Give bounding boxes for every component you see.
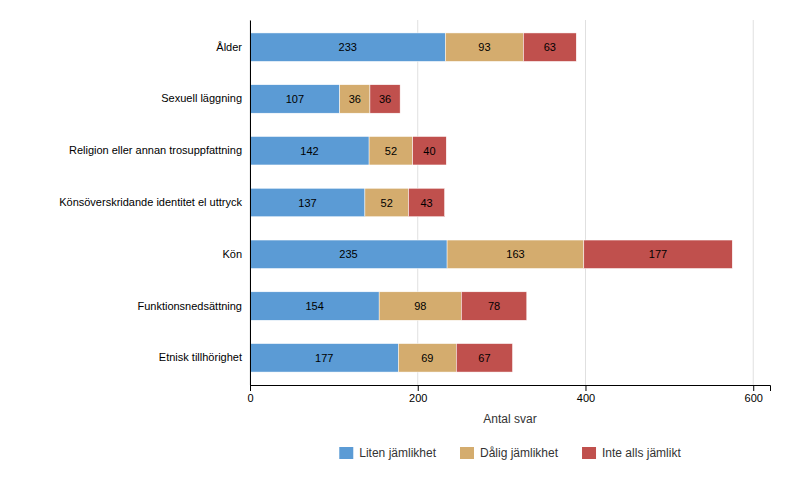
tick-label: 600 <box>745 392 763 404</box>
tick-label: Sexuell läggning <box>161 92 242 104</box>
bar-segment <box>413 136 447 164</box>
tick: 0 <box>247 385 253 404</box>
bar-segment <box>379 292 461 320</box>
data-label: 107 <box>286 93 304 105</box>
data-label: 43 <box>420 197 432 209</box>
tick-label: 400 <box>577 392 595 404</box>
bar-segment <box>461 292 526 320</box>
tick: 200 <box>409 385 427 404</box>
data-label: 154 <box>305 300 323 312</box>
legend-swatch <box>339 447 353 459</box>
tick-label: 0 <box>247 392 253 404</box>
chart: 233 107 142 137 235 154 177 93 36 52 52 163 98 69 63 36… <box>0 0 800 480</box>
bar-segment <box>365 188 409 216</box>
tick: Religion eller annan trosuppfattning <box>69 144 242 156</box>
tick: Kön <box>222 248 242 260</box>
bar-segment <box>369 136 413 164</box>
tick-label: Religion eller annan trosuppfattning <box>69 144 242 156</box>
data-label: 142 <box>300 145 318 157</box>
y-axis: Ålder Sexuell läggning Religion eller anna… <box>59 21 250 386</box>
tick-mark <box>418 385 419 391</box>
data-label: 36 <box>349 93 361 105</box>
axis-line <box>251 386 771 392</box>
data-label: 52 <box>381 197 393 209</box>
tick-mark <box>585 385 586 391</box>
legend: Liten jämlikhet Dålig jämlikhet Inte alls … <box>339 446 681 460</box>
bar-segment <box>340 85 370 113</box>
tick-label: Könsöverskridande identitet el uttryck <box>59 196 242 208</box>
bar-segment <box>456 344 512 372</box>
data-label: 233 <box>339 41 357 53</box>
data-label: 137 <box>298 197 316 209</box>
bar-segment <box>447 240 584 268</box>
bar-segment <box>409 188 445 216</box>
bar-segment <box>445 33 523 61</box>
legend-label: Dålig jämlikhet <box>480 446 559 460</box>
axis-line <box>250 21 251 386</box>
legend-swatch <box>582 447 596 459</box>
tick: 600 <box>745 385 763 404</box>
data-label: 235 <box>339 248 357 260</box>
data-label: 69 <box>421 352 433 364</box>
grid-line <box>250 20 251 385</box>
data-label: 52 <box>385 145 397 157</box>
tick-mark <box>753 385 754 391</box>
tick: Etnisk tillhörighet <box>159 351 242 363</box>
data-label: 63 <box>544 41 556 53</box>
legend-swatch <box>460 447 474 459</box>
bar-segment <box>523 33 576 61</box>
x-axis: 0 200 400 600 <box>247 385 770 404</box>
bar-segment <box>250 292 379 320</box>
data-label: 98 <box>414 300 426 312</box>
tick: Ålder <box>216 41 242 53</box>
tick-label: Funktionsnedsättning <box>137 300 242 312</box>
data-label: 78 <box>488 300 500 312</box>
tick-mark <box>250 385 251 391</box>
grid-line <box>585 20 586 385</box>
tick-label: 200 <box>409 392 427 404</box>
tick: Sexuell läggning <box>161 92 242 104</box>
tick-label: Etnisk tillhörighet <box>159 351 242 363</box>
data-label: 36 <box>379 93 391 105</box>
plot: 233 107 142 137 235 154 177 93 36 52 52 163 98 69 63 36… <box>59 20 770 426</box>
data-label: 67 <box>478 352 490 364</box>
tick: Könsöverskridande identitet el uttryck <box>59 196 242 208</box>
legend-item: Inte alls jämlikt <box>582 446 681 460</box>
x-axis-title: Antal svar <box>483 412 536 426</box>
grid-line <box>753 20 754 385</box>
bar-segment <box>250 188 365 216</box>
legend-label: Liten jämlikhet <box>359 446 436 460</box>
bar-segment <box>250 136 369 164</box>
data-label: 163 <box>506 248 524 260</box>
tick: 400 <box>577 385 595 404</box>
bars <box>250 33 732 372</box>
data-label: 177 <box>315 352 333 364</box>
bar-segment <box>370 85 400 113</box>
legend-item: Liten jämlikhet <box>339 446 436 460</box>
tick-label: Kön <box>222 248 242 260</box>
bar-segment <box>250 85 340 113</box>
bar-segment <box>250 240 447 268</box>
grid <box>250 20 753 385</box>
tick: Funktionsnedsättning <box>137 300 242 312</box>
legend-label: Inte alls jämlikt <box>602 446 681 460</box>
tick-label: Ålder <box>216 41 242 53</box>
data-labels: 233 107 142 137 235 154 177 93 36 52 52 163 98 69 63 36… <box>286 41 668 364</box>
data-label: 40 <box>423 145 435 157</box>
legend-item: Dålig jämlikhet <box>460 446 559 460</box>
data-label: 93 <box>478 41 490 53</box>
data-label: 177 <box>649 248 667 260</box>
bar-segment <box>398 344 456 372</box>
bar-segment <box>584 240 732 268</box>
bar-segment <box>250 344 398 372</box>
bar-segment <box>250 33 445 61</box>
